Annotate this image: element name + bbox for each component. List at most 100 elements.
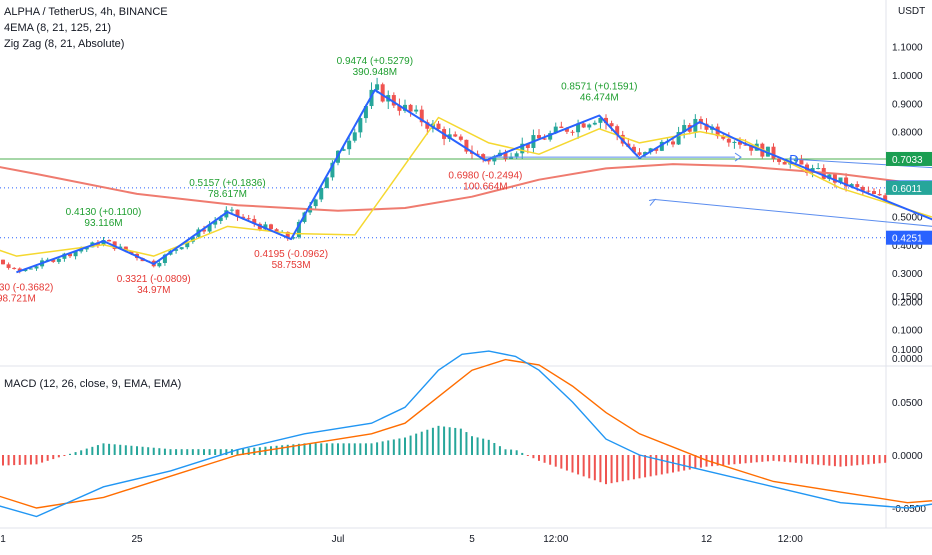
candle-body (347, 140, 352, 150)
macd-histogram-bar (554, 455, 557, 467)
macd-histogram-bar (588, 455, 591, 479)
macd-histogram-bar (727, 455, 730, 465)
candle-body (391, 95, 396, 106)
candle-body (671, 141, 675, 145)
candle-body (542, 138, 547, 140)
candle-body (62, 253, 67, 259)
pivot-price-label: 0.4130 (+0.1100) (66, 207, 142, 218)
macd-histogram-bar (789, 455, 792, 463)
candle-body (229, 209, 234, 211)
price-badge-text: 0.4251 (892, 234, 923, 245)
candle-body (363, 106, 368, 119)
candle-body (269, 224, 273, 230)
macd-histogram-bar (364, 443, 367, 455)
macd-histogram-bar (342, 443, 345, 455)
candle-body (23, 269, 28, 272)
macd-histogram-bar (2, 455, 4, 466)
macd-histogram-bar (147, 447, 150, 455)
price-axis-tick: 0.1000 (892, 326, 923, 337)
symbol-title: ALPHA / TetherUS, 4h, BINANCE (4, 6, 168, 18)
macd-histogram-bar (482, 438, 485, 455)
candle-body (637, 152, 642, 155)
candle-body (107, 239, 112, 242)
pivot-volume-label: 390.948M (353, 67, 397, 78)
pivot-volume-label: 46.474M (580, 92, 619, 103)
macd-histogram-bar (108, 443, 111, 455)
macd-histogram-bar (281, 445, 284, 455)
candle-body (486, 159, 491, 162)
macd-histogram-bar (74, 452, 77, 455)
macd-histogram-bar (214, 449, 217, 455)
macd-histogram-bar (57, 455, 60, 458)
macd-histogram-bar (856, 455, 859, 466)
price-axis-tick: 0.0000 (892, 354, 923, 365)
candle-body (213, 220, 218, 225)
macd-histogram-bar (716, 455, 719, 466)
candle-body (425, 122, 430, 129)
macd-axis-tick: 0.1000 (892, 345, 923, 356)
candle-body (738, 141, 742, 145)
macd-histogram-bar (292, 444, 295, 455)
macd-histogram-bar (504, 449, 507, 455)
macd-histogram-bar (191, 449, 194, 455)
macd-histogram-bar (158, 448, 161, 455)
macd-histogram-bar (739, 455, 741, 464)
time-axis-tick: 12:00 (543, 534, 568, 545)
macd-histogram-bar (459, 428, 462, 455)
currency-label: USDT (898, 6, 926, 17)
macd-histogram-bar (113, 444, 116, 455)
candle-body (218, 217, 223, 221)
pivot-volume-label: 34.97M (137, 285, 170, 296)
macd-histogram-bar (616, 455, 619, 483)
candle-body (654, 148, 659, 151)
pivot-volume-label: 93.116M (84, 218, 122, 229)
candle-body (464, 139, 469, 152)
macd-histogram-bar (331, 443, 334, 455)
macd-histogram-bar (800, 455, 803, 464)
macd-histogram-bar (833, 455, 836, 467)
macd-histogram-bar (180, 449, 183, 455)
candle-body (123, 246, 128, 252)
macd-histogram-bar (437, 425, 440, 455)
macd-histogram-bar (878, 455, 881, 464)
macd-histogram-bar (605, 455, 607, 485)
macd-histogram-bar (130, 445, 133, 455)
candle-body (816, 168, 821, 170)
pivot-price-label: 0.4195 (-0.0962) (254, 249, 328, 260)
candle-body (749, 145, 754, 151)
candle-body (56, 258, 61, 262)
macd-histogram-bar (873, 455, 875, 464)
macd-histogram-bar (219, 449, 222, 455)
macd-histogram-bar (677, 455, 680, 472)
price-badge-bg (886, 180, 932, 195)
candle-body (129, 251, 134, 254)
macd-histogram-bar (582, 455, 585, 477)
candle-body (246, 218, 251, 220)
macd-histogram-bar (794, 455, 797, 463)
macd-histogram-bar (688, 455, 691, 470)
macd-histogram-bar (35, 455, 38, 465)
time-axis-tick: 1 (0, 534, 6, 545)
zigzag-line (16, 89, 932, 274)
price-badge: 0.6011 (886, 180, 932, 195)
candle-body (28, 268, 33, 270)
macd-histogram-bar (672, 455, 674, 473)
macd-histogram-bar (163, 448, 166, 455)
pivot-price-label: 0.6980 (-0.2494) (448, 170, 522, 181)
candle-body (743, 144, 748, 146)
price-axis-tick: 1.0000 (892, 71, 923, 82)
macd-histogram-bar (24, 455, 27, 465)
macd-line (0, 350, 932, 518)
trend-arrowhead (648, 198, 657, 206)
candle-body (682, 125, 687, 133)
macd-histogram-bar (225, 449, 228, 455)
candle-body (285, 231, 290, 239)
macd-histogram-bar (376, 442, 379, 455)
macd-histogram-bar (532, 455, 535, 459)
candle-body (855, 184, 860, 187)
pivot-volume-label: 78.617M (208, 189, 247, 200)
macd-histogram-bar (571, 455, 574, 473)
macd-histogram-bar (498, 446, 501, 455)
candle-body (570, 131, 575, 133)
